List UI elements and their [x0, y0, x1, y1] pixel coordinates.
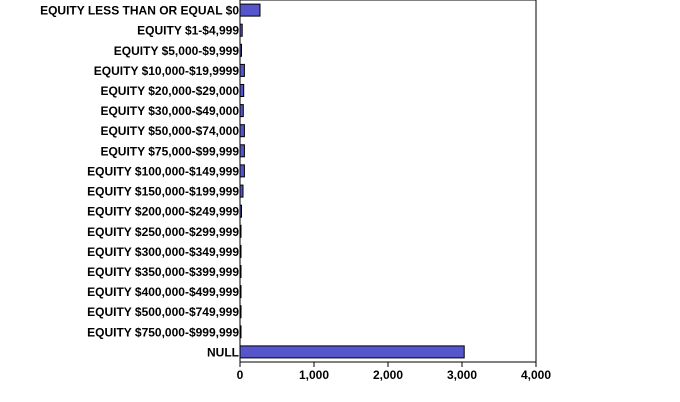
- bar-15: [239, 305, 242, 319]
- x-tick-label-3: 3,000: [447, 368, 477, 382]
- category-label-2: EQUITY $5,000-$9,999: [114, 44, 240, 58]
- bar-5: [239, 104, 244, 118]
- x-tick-label-4: 4,000: [521, 368, 551, 382]
- category-labels: EQUITY LESS THAN OR EQUAL $0 EQUITY $1-$4…: [40, 4, 239, 360]
- bar-1: [239, 23, 243, 37]
- category-label-12: EQUITY $300,000-$349,999: [87, 245, 239, 259]
- x-axis: 0 1,000 2,000 3,000 4,000: [237, 362, 551, 382]
- bar-13: [239, 265, 242, 278]
- bars-group: [239, 3, 465, 359]
- category-label-16: EQUITY $750,000-$999,999: [87, 325, 239, 339]
- plot-frame: [239, 0, 537, 363]
- bar-14: [239, 285, 242, 299]
- category-label-8: EQUITY $100,000-$149,999: [87, 164, 239, 178]
- bar-6: [239, 124, 245, 138]
- category-label-13: EQUITY $350,000-$399,999: [87, 265, 239, 279]
- bar-11: [239, 224, 242, 238]
- category-label-1: EQUITY $1-$4,999: [137, 24, 239, 38]
- bar-4: [239, 84, 245, 97]
- category-label-11: EQUITY $250,000-$299,999: [87, 225, 239, 239]
- category-label-10: EQUITY $200,000-$249,999: [87, 205, 239, 219]
- x-tick-label-0: 0: [237, 368, 244, 382]
- bar-12: [239, 244, 242, 258]
- x-tick-label-2: 2,000: [373, 368, 403, 382]
- bar-2: [239, 43, 242, 57]
- bar-7: [239, 144, 245, 158]
- category-label-0: EQUITY LESS THAN OR EQUAL $0: [40, 4, 239, 18]
- category-label-3: EQUITY $10,000-$19,9999: [94, 64, 240, 78]
- bar-10: [239, 204, 242, 218]
- category-label-14: EQUITY $400,000-$499,999: [87, 285, 239, 299]
- category-label-6: EQUITY $50,000-$74,000: [100, 124, 239, 138]
- category-label-5: EQUITY $30,000-$49,000: [100, 104, 239, 118]
- bar-16: [239, 325, 242, 339]
- bar-17: [239, 345, 465, 359]
- bar-8: [239, 164, 245, 178]
- bar-3: [239, 63, 245, 77]
- x-tick-label-1: 1,000: [299, 368, 329, 382]
- bar-0: [239, 3, 261, 17]
- category-label-17: NULL: [207, 345, 239, 359]
- category-label-15: EQUITY $500,000-$749,999: [87, 305, 239, 319]
- bar-9: [239, 184, 244, 198]
- category-label-9: EQUITY $150,000-$199,999: [87, 185, 239, 199]
- category-label-4: EQUITY $20,000-$29,000: [100, 84, 239, 98]
- category-label-7: EQUITY $75,000-$99,999: [100, 144, 239, 158]
